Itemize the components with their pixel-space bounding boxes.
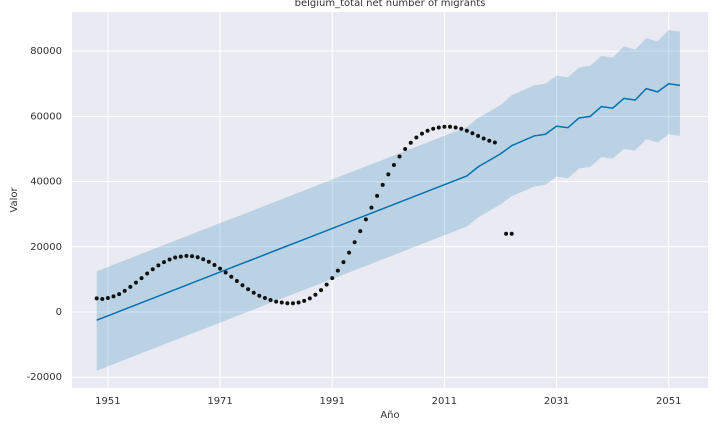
x-tick-label: 2031 (544, 396, 569, 407)
observed-point (386, 172, 391, 177)
y-tick-label: 0 (56, 307, 62, 318)
observed-point (313, 292, 318, 297)
observed-point (403, 146, 408, 151)
observed-point (380, 182, 385, 187)
observed-point (419, 131, 424, 136)
observed-point (167, 257, 172, 262)
y-tick-label: 80000 (30, 46, 62, 57)
observed-point (229, 274, 234, 279)
observed-point (206, 259, 211, 264)
observed-point (408, 140, 413, 145)
x-tick-label: 2051 (656, 396, 681, 407)
observed-point (459, 126, 464, 131)
observed-point (128, 284, 133, 289)
observed-point (201, 257, 206, 262)
observed-point (139, 276, 144, 281)
observed-point (464, 128, 469, 133)
plot-area (72, 12, 708, 388)
observed-point (296, 300, 301, 305)
observed-point (487, 138, 492, 143)
observed-point (307, 296, 312, 301)
y-tick-label: 60000 (30, 111, 62, 122)
observed-point (246, 287, 251, 292)
observed-point (274, 299, 279, 304)
x-tick-label: 1991 (320, 396, 345, 407)
observed-point (448, 124, 453, 129)
observed-point (375, 193, 380, 198)
observed-point (391, 162, 396, 167)
observed-point (184, 253, 189, 258)
x-tick-label: 2011 (432, 396, 457, 407)
observed-point (145, 271, 150, 276)
observed-point (324, 282, 329, 287)
observed-point (133, 280, 138, 285)
observed-point (358, 229, 363, 234)
observed-point (290, 301, 295, 306)
observed-point (414, 135, 419, 140)
observed-point (223, 270, 228, 275)
observed-point (363, 217, 368, 222)
observed-point (156, 263, 161, 268)
x-axis-label: Año (380, 410, 399, 421)
observed-point (442, 124, 447, 129)
observed-point (251, 290, 256, 295)
observed-point (117, 292, 122, 297)
observed-point (161, 260, 166, 265)
observed-point (94, 296, 99, 301)
observed-point (257, 293, 262, 298)
observed-point (319, 288, 324, 293)
observed-point (268, 297, 273, 302)
observed-point (195, 255, 200, 260)
observed-point (240, 283, 245, 288)
observed-point (504, 231, 509, 236)
observed-point (173, 255, 178, 260)
observed-point (302, 298, 307, 303)
observed-point (453, 125, 458, 130)
observed-point (492, 140, 497, 145)
observed-point (122, 288, 127, 293)
chart-title: belgium_total net number of migrants (295, 0, 486, 9)
observed-point (347, 250, 352, 255)
observed-point (150, 267, 155, 272)
observed-point (212, 263, 217, 268)
x-tick-label: 1971 (207, 396, 232, 407)
y-tick-label: -20000 (27, 372, 62, 383)
observed-point (470, 131, 475, 136)
x-tick-label: 1951 (95, 396, 120, 407)
observed-point (262, 295, 267, 300)
observed-point (476, 133, 481, 138)
observed-point (330, 276, 335, 281)
observed-point (285, 301, 290, 306)
observed-point (481, 136, 486, 141)
observed-point (190, 254, 195, 259)
observed-point (335, 268, 340, 273)
observed-point (234, 279, 239, 284)
observed-point (218, 266, 223, 271)
observed-point (509, 231, 514, 236)
observed-point (341, 260, 346, 265)
y-tick-label: 20000 (30, 242, 62, 253)
y-axis-label: Valor (9, 187, 20, 213)
observed-point (178, 254, 183, 259)
observed-point (100, 296, 105, 301)
observed-point (369, 205, 374, 210)
observed-point (436, 125, 441, 130)
observed-point (111, 294, 116, 299)
observed-point (397, 154, 402, 159)
forecast-line (96, 82, 681, 321)
observed-point (352, 240, 357, 245)
y-tick-label: 40000 (30, 177, 62, 188)
observed-point (105, 295, 110, 300)
observed-point (431, 126, 436, 131)
observed-point (279, 300, 284, 305)
observed-point (425, 128, 430, 133)
